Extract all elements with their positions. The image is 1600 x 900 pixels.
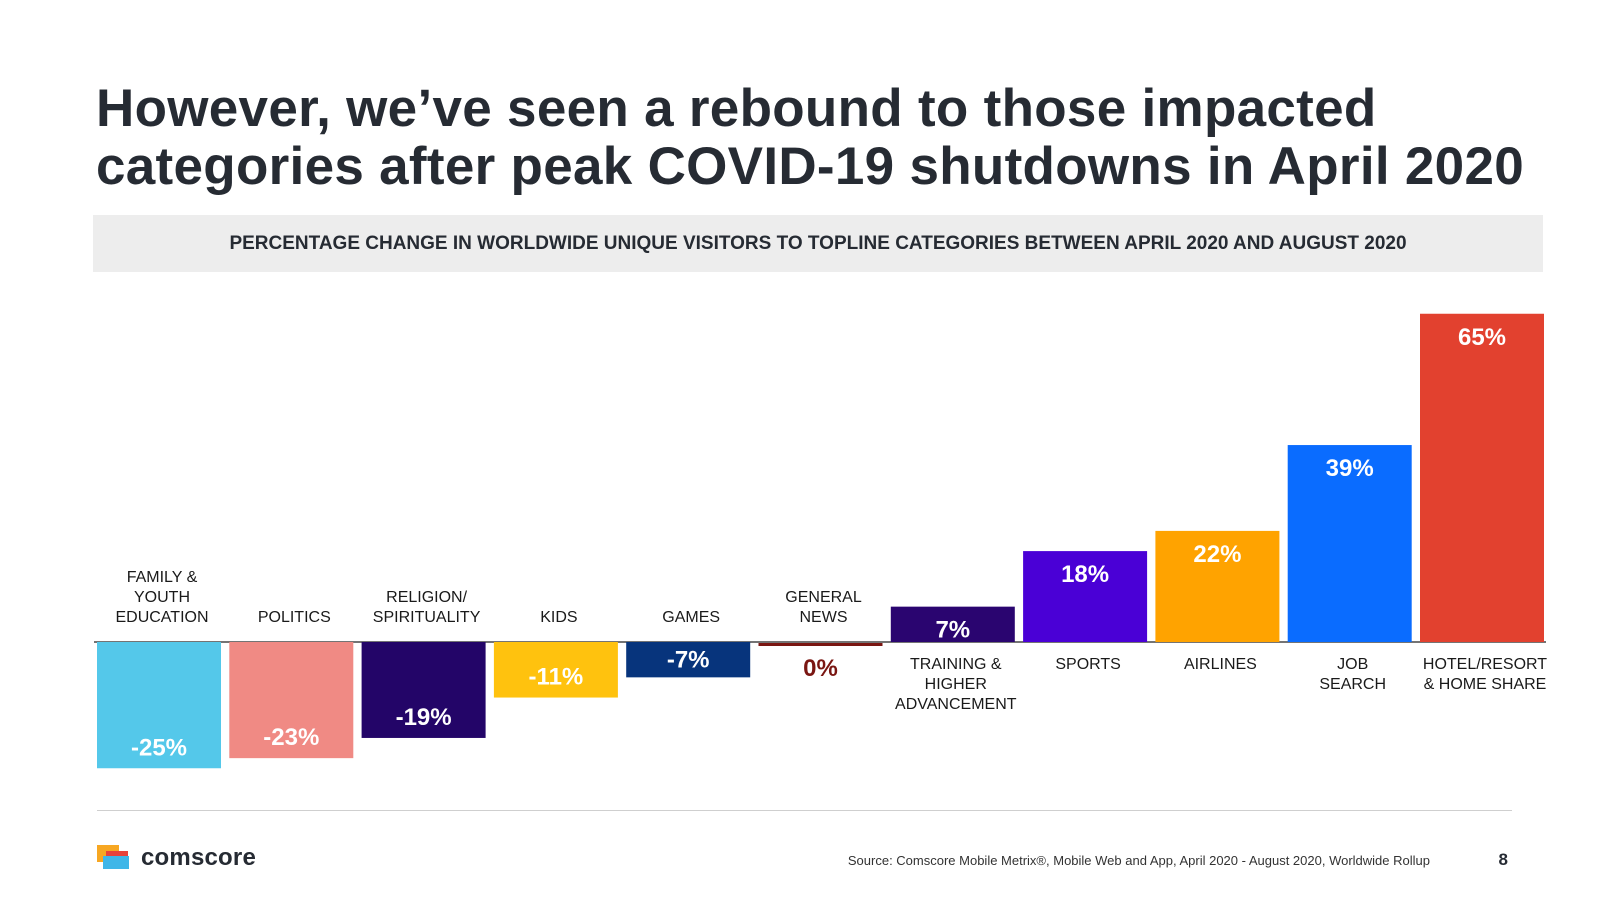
bar-8 xyxy=(1155,530,1280,642)
bar-1 xyxy=(229,642,354,759)
chart-subtitle: PERCENTAGE CHANGE IN WORLDWIDE UNIQUE VI… xyxy=(229,233,1407,254)
category-label-3: KIDS xyxy=(540,609,577,626)
brand-name: comscore xyxy=(141,844,256,871)
value-label-10: 65% xyxy=(1458,324,1506,351)
category-label-0: FAMILY & YOUTH EDUCATION xyxy=(115,569,208,626)
page-title: However, we’ve seen a rebound to those i… xyxy=(96,79,1524,196)
category-label-9: JOB SEARCH xyxy=(1319,656,1386,693)
category-label-6: TRAINING & HIGHER ADVANCEMENT xyxy=(895,656,1017,713)
bar-9 xyxy=(1287,445,1412,642)
bar-0 xyxy=(97,642,221,769)
value-label-6: 7% xyxy=(935,617,970,644)
category-label-line: SPORTS xyxy=(1055,656,1121,673)
category-label-line: POLITICS xyxy=(258,609,331,626)
category-label-line: GENERAL xyxy=(785,589,862,606)
value-label-4: -7% xyxy=(667,646,710,673)
category-label-line: GAMES xyxy=(662,609,720,626)
category-label-line: EDUCATION xyxy=(115,609,208,626)
source-note: Source: Comscore Mobile Metrix®, Mobile … xyxy=(847,853,1430,868)
category-label-line: YOUTH xyxy=(134,589,190,606)
category-label-4: GAMES xyxy=(662,609,720,626)
category-label-line: TRAINING & xyxy=(910,656,1002,673)
value-label-3: -11% xyxy=(529,664,584,691)
value-label-2: -19% xyxy=(396,704,452,731)
value-label-0: -25% xyxy=(131,734,187,761)
bar-chart: -25% FAMILY & YOUTH EDUCATION -23% POLITICS -1… xyxy=(94,313,1547,769)
category-label-line: JOB xyxy=(1337,656,1368,673)
category-label-line: FAMILY & xyxy=(127,569,198,586)
category-label-2: RELIGION/SPIRITUALITY xyxy=(373,589,481,626)
category-label-line: & HOME SHARE xyxy=(1424,676,1547,693)
chart-subtitle-band: PERCENTAGE CHANGE IN WORLDWIDE UNIQUE VI… xyxy=(93,215,1543,272)
bar-2 xyxy=(361,642,486,738)
category-label-line: SEARCH xyxy=(1319,676,1386,693)
bar-3 xyxy=(493,642,618,698)
category-label-line: HIGHER xyxy=(925,676,987,693)
category-label-line: ADVANCEMENT xyxy=(895,696,1017,713)
comscore-logo: comscore xyxy=(97,843,256,873)
category-label-7: SPORTS xyxy=(1055,656,1121,673)
category-label-line: HOTEL/RESORT xyxy=(1423,656,1547,673)
category-label-line: AIRLINES xyxy=(1184,656,1257,673)
category-label-line: RELIGION/ xyxy=(386,589,467,606)
footer-divider xyxy=(97,810,1512,811)
bar-7 xyxy=(1023,551,1148,642)
bar-6 xyxy=(890,606,1015,642)
category-label-line: SPIRITUALITY xyxy=(373,609,481,626)
bar-10 xyxy=(1420,313,1544,642)
value-label-5: 0% xyxy=(803,655,838,682)
comscore-logo-icon xyxy=(97,845,131,871)
page-number: 8 xyxy=(1498,850,1508,869)
category-label-8: AIRLINES xyxy=(1184,656,1257,673)
category-label-10: HOTEL/RESORT & HOME SHARE xyxy=(1423,656,1547,693)
bar-4 xyxy=(626,642,751,678)
value-label-9: 39% xyxy=(1326,455,1374,482)
value-label-8: 22% xyxy=(1193,541,1241,568)
category-label-line: NEWS xyxy=(800,609,848,626)
category-label-5: GENERAL NEWS xyxy=(785,589,862,626)
value-label-1: -23% xyxy=(263,724,319,751)
category-label-1: POLITICS xyxy=(258,609,331,626)
value-label-7: 18% xyxy=(1061,561,1109,588)
category-label-line: KIDS xyxy=(540,609,577,626)
bar-5 xyxy=(758,643,883,646)
